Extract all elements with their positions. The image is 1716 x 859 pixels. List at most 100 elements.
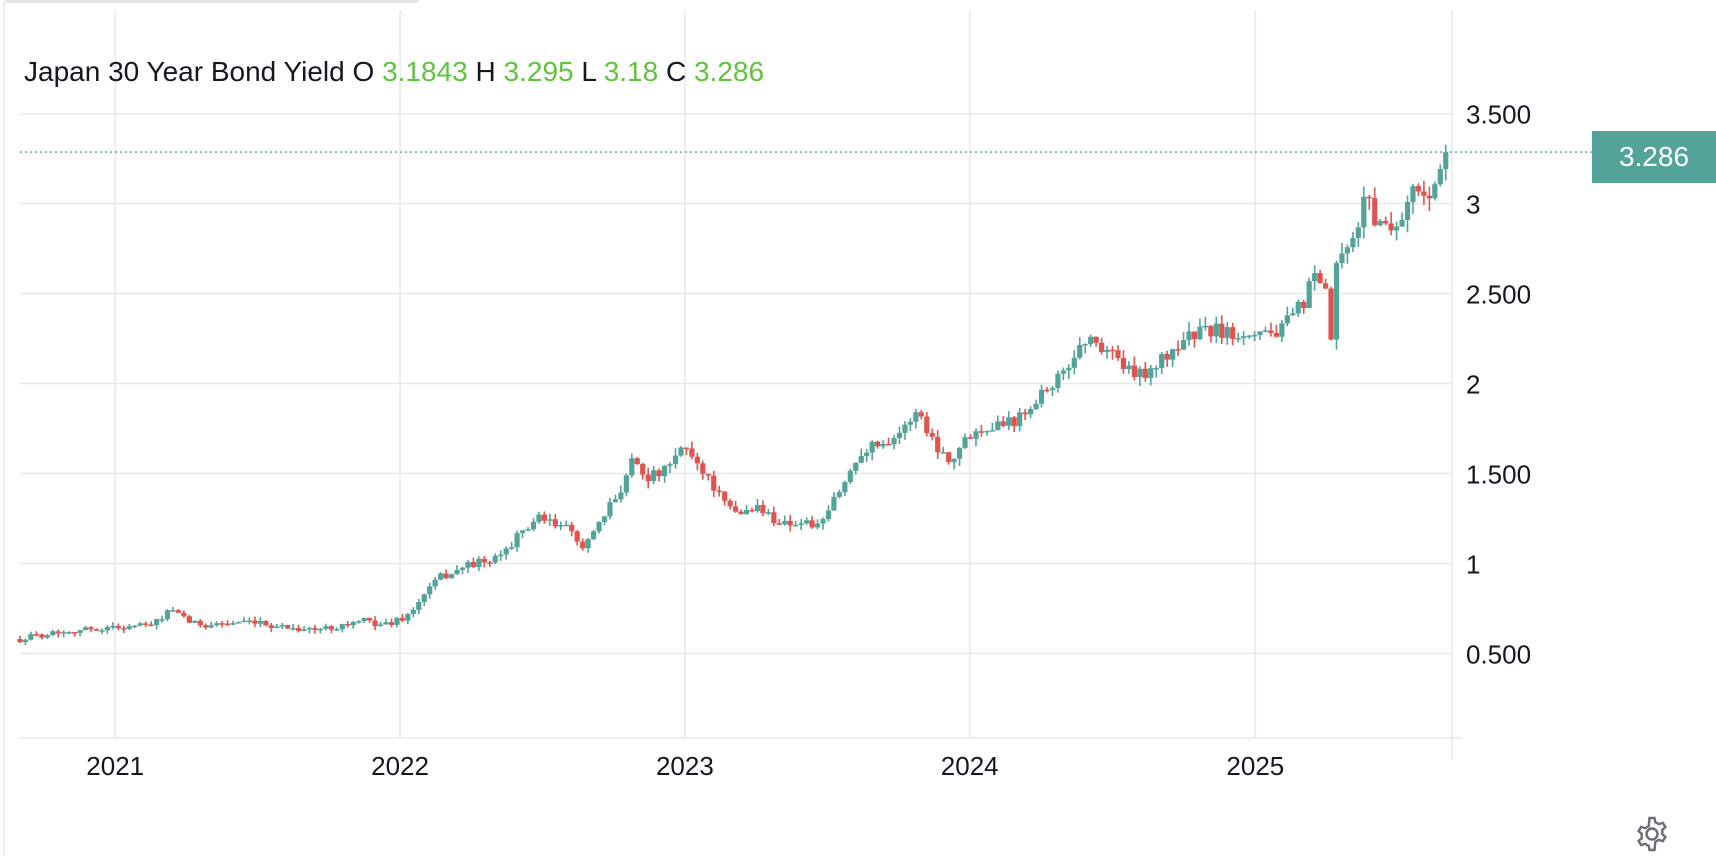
candle-body (372, 620, 378, 627)
close-label: C (665, 56, 687, 87)
candle-body (110, 625, 116, 628)
candle-body (257, 620, 263, 624)
candle-body (208, 625, 214, 628)
candle-body (104, 627, 111, 631)
candle-body (558, 525, 564, 527)
candle-body (399, 618, 405, 621)
candle-body (339, 624, 345, 630)
candle-body (1044, 389, 1050, 392)
candle-body (427, 586, 433, 595)
candle-body (328, 626, 334, 630)
candle-body (1377, 220, 1383, 226)
candle-body (541, 514, 548, 521)
y-tick-label: 1 (1466, 549, 1480, 579)
high-value: 3.295 (503, 56, 574, 87)
candle-body (93, 629, 100, 631)
candle-body (1230, 327, 1236, 339)
candle-body (667, 464, 673, 466)
candle-body (590, 531, 597, 540)
candle-body (1268, 330, 1274, 334)
candle-body (1328, 288, 1334, 340)
candle-body (711, 475, 717, 491)
candle-body (1159, 353, 1165, 369)
candle-body (1426, 195, 1432, 199)
candle-body (498, 554, 504, 557)
candle-body (962, 437, 968, 448)
y-tick-label: 1.500 (1466, 459, 1531, 489)
candle-body (929, 432, 935, 437)
candle-body (727, 500, 733, 507)
candle-body (432, 579, 438, 587)
candle-body (569, 524, 575, 532)
candle-body (951, 458, 957, 462)
candle-body (1186, 331, 1192, 341)
candle-body (1202, 325, 1208, 328)
candle-body (137, 623, 143, 626)
candle-body (1088, 336, 1094, 345)
candle-body (1306, 281, 1312, 309)
candle-body (197, 620, 203, 626)
candle-body (1322, 283, 1329, 289)
candle-body (1038, 389, 1045, 404)
candle-body (935, 436, 941, 453)
candle-body (306, 627, 313, 630)
candle-body (263, 620, 269, 626)
candlestick-series (17, 144, 1592, 646)
candle-body (1137, 368, 1143, 378)
candle-body (1432, 184, 1438, 199)
candle-body (864, 452, 870, 456)
y-tick-label: 2 (1466, 369, 1480, 399)
candle-body (989, 430, 995, 432)
candle-body (623, 475, 629, 493)
candle-body (1153, 368, 1159, 370)
candle-body (634, 458, 640, 464)
candle-body (323, 626, 329, 629)
candle-body (700, 463, 706, 474)
candle-body (241, 620, 247, 623)
candle-body (1284, 315, 1290, 324)
candle-body (689, 448, 695, 457)
open-value: 3.1843 (382, 56, 468, 87)
candle-body (749, 509, 755, 512)
candle-body (1383, 220, 1389, 224)
candle-body (219, 623, 225, 625)
candle-body (858, 455, 864, 463)
candle-body (186, 616, 192, 623)
candle-body (891, 438, 897, 445)
candle-body (290, 628, 296, 630)
candle-body (121, 628, 127, 630)
candle-body (388, 622, 395, 625)
candle-body (585, 539, 591, 549)
candle-body (1257, 331, 1263, 335)
candle-body (1393, 226, 1400, 231)
candle-body (869, 441, 875, 453)
candle-body (1415, 186, 1422, 192)
candle-body (760, 504, 766, 514)
candle-body (640, 463, 646, 475)
candle-body (1421, 191, 1427, 196)
candle-body (596, 521, 602, 532)
candle-body (1077, 344, 1083, 358)
candle-body (1372, 198, 1378, 226)
candle-body (1273, 333, 1280, 337)
gear-icon[interactable] (1632, 814, 1672, 854)
candle-body (973, 431, 979, 439)
candle-body (1071, 357, 1077, 368)
candle-body (1437, 169, 1443, 185)
x-tick-label: 2023 (656, 751, 714, 781)
candle-body (1115, 350, 1121, 358)
candle-body (66, 632, 72, 634)
candle-body (465, 561, 471, 568)
candle-body (274, 626, 280, 628)
candle-body (1006, 417, 1012, 426)
candle-body (1011, 417, 1017, 427)
candle-body (487, 562, 493, 564)
candle-body (552, 519, 558, 527)
candle-body (804, 520, 810, 524)
candle-body (448, 574, 455, 579)
candle-body (847, 470, 853, 483)
candle-body (831, 496, 837, 511)
candle-body (1082, 344, 1088, 346)
